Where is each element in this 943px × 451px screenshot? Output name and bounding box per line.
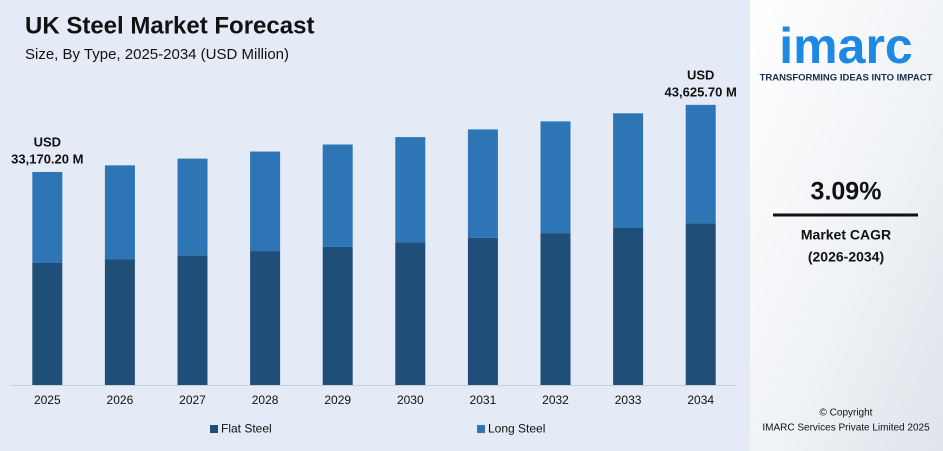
logo: imarc bbox=[779, 18, 912, 74]
bar-segment bbox=[395, 242, 426, 385]
bar-segment bbox=[250, 151, 281, 252]
total-label: USD bbox=[34, 134, 61, 149]
legend-swatch bbox=[477, 425, 485, 433]
bar-segment bbox=[322, 144, 353, 247]
legend-swatch bbox=[210, 425, 218, 433]
total-label: 43,625.70 M bbox=[665, 84, 737, 99]
cagr-period: (2026-2034) bbox=[808, 249, 884, 265]
copyright: © Copyright bbox=[820, 408, 873, 419]
x-tick-label: 2034 bbox=[687, 393, 714, 407]
x-tick-label: 2028 bbox=[252, 393, 279, 407]
bar-segment bbox=[467, 237, 498, 385]
x-tick-label: 2027 bbox=[179, 393, 206, 407]
x-tick-label: 2026 bbox=[107, 393, 134, 407]
bar-segment bbox=[613, 227, 644, 385]
bar-segment bbox=[395, 137, 426, 243]
total-label: 33,170.20 M bbox=[11, 151, 83, 166]
x-tick-label: 2029 bbox=[324, 393, 351, 407]
bar-segment bbox=[540, 121, 571, 234]
bar-segment bbox=[177, 158, 208, 256]
chart-title: UK Steel Market Forecast bbox=[25, 12, 314, 39]
bar-segment bbox=[467, 129, 498, 238]
x-tick-label: 2031 bbox=[470, 393, 497, 407]
x-tick-label: 2033 bbox=[615, 393, 642, 407]
total-label: USD bbox=[687, 67, 714, 82]
bar-segment bbox=[32, 171, 63, 263]
legend-label: Long Steel bbox=[488, 422, 545, 436]
bar-segment bbox=[250, 251, 281, 385]
bar-segment bbox=[32, 262, 63, 385]
cagr-value: 3.09% bbox=[811, 178, 882, 206]
x-tick-label: 2030 bbox=[397, 393, 424, 407]
bar-segment bbox=[613, 113, 644, 228]
legend-label: Flat Steel bbox=[221, 422, 272, 436]
x-tick-label: 2025 bbox=[34, 393, 61, 407]
bar-segment bbox=[685, 223, 716, 385]
bar-segment bbox=[540, 233, 571, 385]
sidebar-background bbox=[750, 0, 943, 451]
bar-segment bbox=[322, 246, 353, 385]
bar-segment bbox=[104, 165, 135, 260]
tagline: TRANSFORMING IDEAS INTO IMPACT bbox=[760, 73, 933, 84]
bar-segment bbox=[685, 104, 716, 224]
x-tick-label: 2032 bbox=[542, 393, 569, 407]
cagr-label: Market CAGR bbox=[801, 227, 891, 243]
bar-segment bbox=[104, 259, 135, 385]
company: IMARC Services Private Limited 2025 bbox=[762, 423, 930, 434]
chart-subtitle: Size, By Type, 2025-2034 (USD Million) bbox=[25, 46, 289, 63]
bar-segment bbox=[177, 255, 208, 385]
